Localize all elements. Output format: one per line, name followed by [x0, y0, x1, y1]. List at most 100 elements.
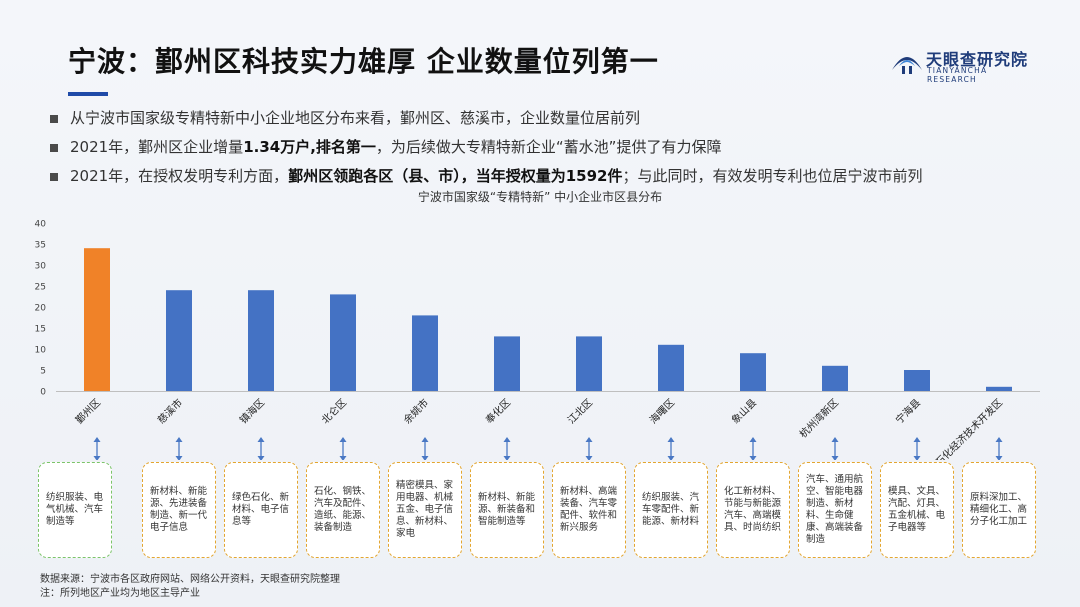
arrow-up-icon	[831, 437, 839, 442]
arrow-up-icon	[257, 437, 265, 442]
title-underline	[68, 92, 108, 96]
bullet-square-icon	[50, 173, 58, 181]
arrow-down-icon	[749, 456, 757, 460]
y-tick-label: 0	[40, 388, 46, 398]
arrow-up-icon	[749, 437, 757, 442]
bullet-bold-text: 1.34万户,排名第一	[243, 138, 376, 156]
bullet-bold-text: 鄞州区领跑各区（县、市），当年授权量为1592件	[288, 167, 623, 185]
arrow-down-icon	[667, 456, 675, 460]
bullet-text: 2021年，在授权发明专利方面，	[70, 167, 289, 185]
bullet-item: 2021年，在授权发明专利方面，鄞州区领跑各区（县、市），当年授权量为1592件…	[48, 162, 1048, 191]
x-tick-label: 北仑区	[319, 396, 349, 426]
logo-subtitle: TIANYANCHA RESEARCH	[927, 66, 988, 84]
bullet-item: 2021年，鄞州区企业增量1.34万户,排名第一，为后续做大专精特新企业“蓄水池…	[48, 133, 1048, 162]
industry-text: 新材料、高端装备、汽车零配件、软件和新兴服务	[560, 486, 618, 533]
industry-text: 化工新材料、节能与新能源汽车、高端模具、时尚纺织	[724, 486, 782, 533]
arrow-down-icon	[585, 456, 593, 460]
arrow-up-icon	[585, 437, 593, 442]
x-tick-label: 慈溪市	[155, 396, 185, 426]
y-tick-label: 15	[35, 325, 46, 335]
page-title: 宁波：鄞州区科技实力雄厚 企业数量位列第一	[68, 45, 659, 78]
eye-logo-icon	[892, 57, 922, 74]
logo: 天眼查研究院 TIANYANCHA RESEARCH	[890, 44, 1040, 84]
bar	[576, 336, 602, 391]
arrow-down-icon	[257, 456, 265, 460]
y-tick-label: 30	[35, 262, 47, 272]
y-tick-label: 40	[35, 220, 47, 230]
y-tick-label: 25	[35, 283, 46, 293]
arrow-down-icon	[175, 456, 183, 460]
industry-box: 新材料、新能源、新装备和智能制造等	[470, 462, 544, 558]
logo-name: 天眼查研究院	[926, 50, 1029, 69]
industry-box: 精密模具、家用电器、机械五金、电子信息、新材料、家电	[388, 462, 462, 558]
bar	[740, 353, 766, 391]
x-tick-label: 石化经济技术开发区	[932, 396, 1005, 460]
bar	[822, 365, 848, 391]
industry-box: 模具、文具、汽配、灯具、五金机械、电子电器等	[880, 462, 954, 558]
x-tick-label: 鄞州区	[73, 396, 103, 426]
arrow-up-icon	[175, 437, 183, 442]
x-tick-label: 杭州湾新区	[797, 396, 842, 441]
bar	[248, 290, 274, 391]
bar	[330, 294, 356, 391]
y-tick-label: 20	[35, 304, 47, 314]
x-tick-label: 奉化区	[483, 396, 513, 426]
industry-text: 新材料、新能源、新装备和智能制造等	[478, 492, 536, 527]
arrow-up-icon	[421, 437, 429, 442]
bullet-text: ；与此同时，有效发明专利也位居宁波市前列	[622, 167, 923, 185]
bullet-list: 从宁波市国家级专精特新中小企业地区分布来看，鄞州区、慈溪市，企业数量位居前列 2…	[48, 104, 1048, 191]
y-tick-label: 5	[40, 367, 46, 377]
industry-box: 纺织服装、汽车零配件、新能源、新材料	[634, 462, 708, 558]
arrow-up-icon	[667, 437, 675, 442]
bar	[494, 336, 520, 391]
arrow-down-icon	[339, 456, 347, 460]
bullet-item: 从宁波市国家级专精特新中小企业地区分布来看，鄞州区、慈溪市，企业数量位居前列	[48, 104, 1048, 133]
arrow-up-icon	[913, 437, 921, 442]
industry-box: 原料深加工、精细化工、高分子化工加工	[962, 462, 1036, 558]
arrow-down-icon	[503, 456, 511, 460]
industry-text: 模具、文具、汽配、灯具、五金机械、电子电器等	[888, 486, 946, 533]
industry-text: 绿色石化、新材料、电子信息等	[232, 492, 290, 527]
arrow-down-icon	[93, 456, 101, 460]
arrow-down-icon	[831, 456, 839, 460]
bullet-square-icon	[50, 115, 58, 123]
industry-text: 精密模具、家用电器、机械五金、电子信息、新材料、家电	[396, 480, 454, 539]
industry-text: 原料深加工、精细化工、高分子化工加工	[970, 492, 1028, 527]
industry-text: 纺织服装、汽车零配件、新能源、新材料	[642, 492, 700, 527]
x-tick-label: 镇海区	[237, 396, 267, 426]
bar	[412, 315, 438, 391]
industry-box: 绿色石化、新材料、电子信息等	[224, 462, 298, 558]
source-note: 数据来源：宁波市各区政府网站、网络公开资料，天眼查研究院整理	[40, 574, 340, 585]
x-tick-label: 象山县	[729, 397, 759, 427]
y-tick-label: 35	[35, 241, 46, 251]
bullet-text: 从宁波市国家级专精特新中小企业地区分布来看，鄞州区、慈溪市，企业数量位居前列	[70, 109, 641, 127]
x-tick-label: 海曙区	[647, 396, 677, 426]
arrow-up-icon	[339, 437, 347, 442]
bar	[986, 386, 1012, 391]
bar	[904, 370, 930, 391]
bullet-square-icon	[50, 144, 58, 152]
x-tick-label: 宁海县	[893, 396, 923, 426]
y-tick-label: 10	[35, 346, 47, 356]
industry-text: 石化、钢铁、汽车及配件、造纸、能源、装备制造	[314, 486, 372, 533]
arrow-down-icon	[421, 456, 429, 460]
industry-box: 新材料、新能源、先进装备制造、新一代电子信息	[142, 462, 216, 558]
industry-text: 纺织服装、电气机械、汽车制造等	[46, 492, 104, 527]
footnote: 注：所列地区产业均为地区主导产业	[40, 588, 200, 599]
industry-box: 纺织服装、电气机械、汽车制造等	[38, 462, 112, 558]
industry-box: 石化、钢铁、汽车及配件、造纸、能源、装备制造	[306, 462, 380, 558]
arrow-up-icon	[995, 437, 1003, 442]
footer: 数据来源：宁波市各区政府网站、网络公开资料，天眼查研究院整理 注：所列地区产业均…	[40, 573, 340, 601]
industry-box: 化工新材料、节能与新能源汽车、高端模具、时尚纺织	[716, 462, 790, 558]
industry-text: 新材料、新能源、先进装备制造、新一代电子信息	[150, 486, 208, 533]
bar	[84, 248, 110, 391]
arrow-up-icon	[93, 437, 101, 442]
industry-box: 新材料、高端装备、汽车零配件、软件和新兴服务	[552, 462, 626, 558]
bar-chart: 0 5 10 15 20 25 30 35 40 鄞州区 慈溪市 镇海区 北仑区 余姚市 奉化区 江北区 海曙区…	[35, 220, 1040, 460]
bar	[166, 290, 192, 391]
x-tick-label: 江北区	[565, 397, 595, 427]
industry-box: 汽车、通用航空、智能电器制造、新材料、生命健康、高端装备制造	[798, 462, 872, 558]
bar	[658, 344, 684, 391]
industry-text: 汽车、通用航空、智能电器制造、新材料、生命健康、高端装备制造	[806, 474, 864, 545]
bullet-text: 2021年，鄞州区企业增量	[70, 138, 244, 156]
